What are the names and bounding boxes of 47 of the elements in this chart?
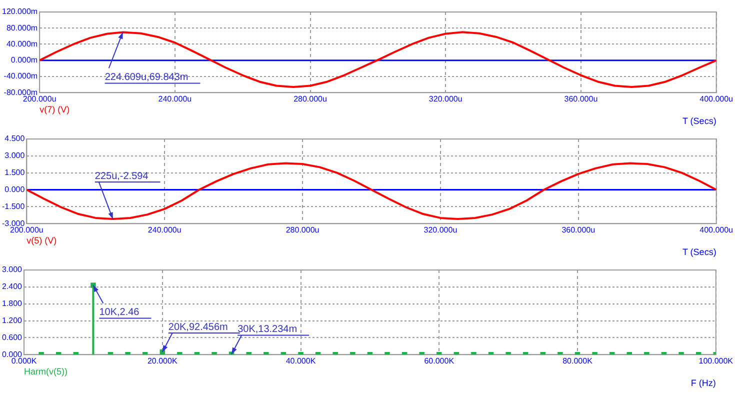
x-tick-label: 400.000u <box>700 94 734 104</box>
x-tick-label: 40.000K <box>286 356 316 366</box>
y-tick-label: 3.000 <box>4 151 26 160</box>
y-tick-label: -3.000 <box>2 218 26 228</box>
y-tick-label: -80.000m <box>4 88 38 97</box>
x-axis-title: F (Hz) <box>690 378 716 388</box>
x-tick-label: 100.000K <box>698 356 734 366</box>
y-tick-label: -40.000m <box>4 72 38 81</box>
x-tick-label: 200.000u <box>22 94 56 104</box>
y-tick-label: 0.600 <box>2 332 23 342</box>
x-tick-label: 60.000K <box>424 356 455 366</box>
x-tick-label: 280.000u <box>286 226 320 235</box>
y-tick-label: 3.000 <box>2 265 23 274</box>
annotation: 224.609u,69.843m <box>104 72 188 84</box>
y-tick-label: 1.800 <box>2 299 23 308</box>
annotation: 225u,-2.594 <box>94 171 149 182</box>
y-tick-label: -1.500 <box>2 202 26 211</box>
x-tick-label: 80.000K <box>562 356 594 366</box>
x-tick-label: 280.000u <box>294 94 327 104</box>
y-tick-label: 0.000 <box>4 184 26 194</box>
series-label: Harm(v(5)) <box>24 366 68 377</box>
y-tick-label: 1.200 <box>2 316 23 325</box>
y-tick-label: 4.500 <box>4 134 26 144</box>
annotation: 20K,92.456m <box>168 322 228 333</box>
x-tick-label: 200.000u <box>10 226 44 235</box>
y-tick-label: 2.400 <box>2 282 23 292</box>
x-tick-label: 240.000u <box>148 226 182 235</box>
x-tick-label: 400.000u <box>700 226 734 235</box>
y-tick-label: 0.000m <box>10 56 38 65</box>
x-tick-label: 0.000K <box>11 356 38 366</box>
y-tick-label: 0.000 <box>2 350 23 359</box>
annotation: 10K,2.46 <box>99 307 140 318</box>
x-tick-label: 360.000u <box>562 226 596 235</box>
x-axis-title: T (Secs) <box>682 116 716 126</box>
x-tick-label: 360.000u <box>564 94 598 104</box>
text: v(5) (V) <box>26 236 57 246</box>
y-tick-label: 80.000m <box>6 23 38 32</box>
x-tick-label: 320.000u <box>424 226 458 235</box>
text: v(7) (V) <box>40 104 70 115</box>
x-axis-title: T (Secs) <box>682 247 716 258</box>
annotation: 30K,13.234m <box>238 324 298 336</box>
y-tick-label: 1.500 <box>4 168 26 178</box>
y-tick-label: 120.000m <box>2 7 38 16</box>
y-tick-label: 40.000m <box>6 39 38 48</box>
x-tick-label: 20.000K <box>147 356 178 366</box>
x-tick-label: 240.000u <box>158 94 192 104</box>
x-tick-label: 320.000u <box>428 94 462 104</box>
